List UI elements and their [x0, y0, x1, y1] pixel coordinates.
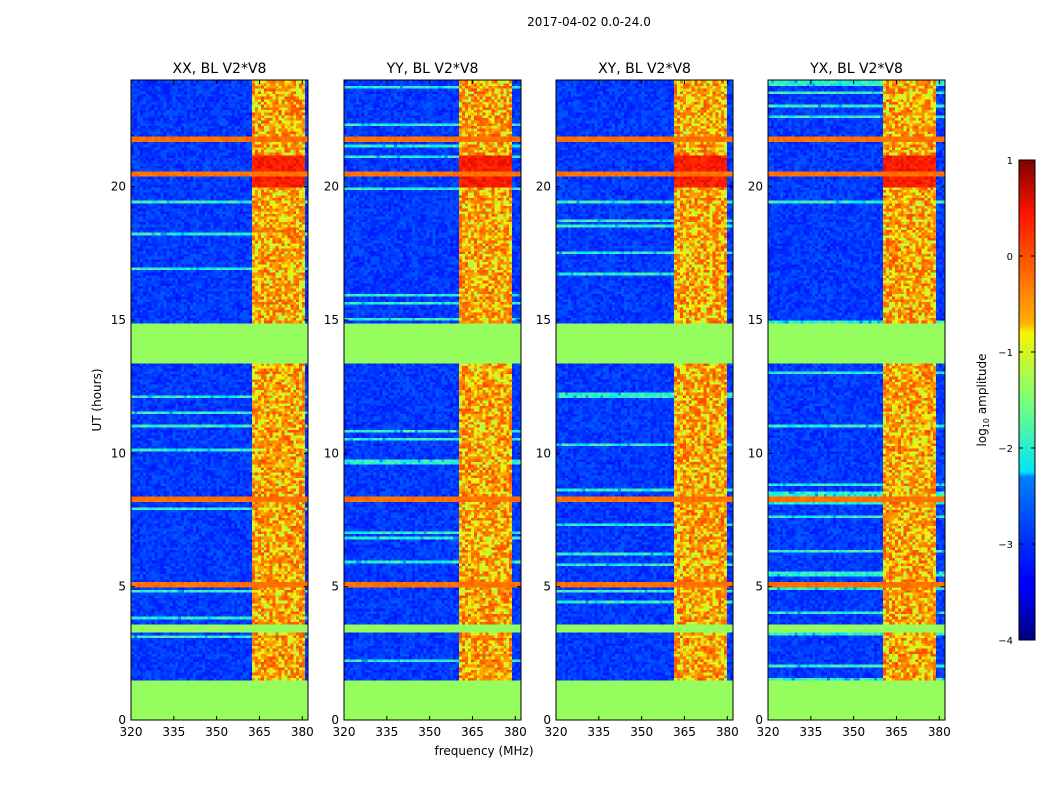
y-tick-label: 0 — [755, 713, 763, 727]
figure: 2017-04-02 0.0-24.0 XX, BL V2*V8 320 335 35… — [0, 0, 1050, 800]
colorbar-tick-label: −1 — [998, 348, 1013, 359]
panel-4: YX, BL V2*V8 320 335 350 365 380 0 5 10 15 20 — [748, 61, 951, 739]
colorbar-gradient — [1019, 160, 1035, 640]
x-tick-label: 335 — [587, 725, 610, 739]
colorbar-tick-label: 0 — [1007, 252, 1013, 263]
y-tick-label: 20 — [748, 180, 763, 194]
panel-2: YY, BL V2*V8 320 335 350 365 380 0 5 10 15 20 — [324, 61, 527, 739]
x-tick-label: 320 — [545, 725, 568, 739]
x-axis-label: frequency (MHz) — [434, 744, 533, 758]
colorbar-tick-label: −4 — [998, 636, 1013, 647]
x-tick-label: 335 — [375, 725, 398, 739]
y-tick-label: 20 — [111, 180, 126, 194]
y-axis-label: UT (hours) — [90, 368, 104, 431]
panel-3: XY, BL V2*V8 320 335 350 365 380 0 5 10 15 20 — [536, 61, 739, 739]
colorbar-tick-label: −3 — [998, 540, 1013, 551]
y-tick-label: 15 — [111, 313, 126, 327]
x-tick-label: 380 — [716, 725, 739, 739]
x-tick-label: 380 — [504, 725, 527, 739]
heatmap-cells — [131, 80, 309, 721]
y-tick-label: 10 — [536, 446, 551, 460]
colorbar-label-subscript: 10 — [982, 418, 991, 428]
x-tick-label: 320 — [757, 725, 780, 739]
y-tick-label: 0 — [543, 713, 551, 727]
y-tick-label: 5 — [118, 580, 126, 594]
x-tick-label: 380 — [928, 725, 951, 739]
colorbar-label-rest: amplitude — [975, 354, 989, 418]
y-tick-label: 10 — [748, 446, 763, 460]
x-tick-label: 365 — [461, 725, 484, 739]
y-tick-label: 10 — [324, 446, 339, 460]
y-tick-label: 0 — [118, 713, 126, 727]
x-tick-label: 350 — [630, 725, 653, 739]
x-tick-label: 365 — [673, 725, 696, 739]
x-tick-label: 335 — [799, 725, 822, 739]
x-tick-label: 320 — [120, 725, 143, 739]
y-tick-label: 15 — [324, 313, 339, 327]
y-tick-label: 20 — [536, 180, 551, 194]
y-tick-label: 15 — [536, 313, 551, 327]
colorbar: 10−1−2−3−4 log10 amplitude — [975, 156, 1035, 647]
y-tick-label: 0 — [331, 713, 339, 727]
colorbar-tick-label: −2 — [998, 444, 1013, 455]
y-tick-label: 5 — [755, 580, 763, 594]
y-tick-label: 10 — [111, 446, 126, 460]
x-tick-label: 350 — [205, 725, 228, 739]
x-tick-label: 350 — [418, 725, 441, 739]
y-tick-label: 5 — [331, 580, 339, 594]
heatmap-cells — [768, 80, 946, 721]
panel-1: XX, BL V2*V8 320 335 350 365 380 0 5 10 15 20 — [111, 61, 314, 739]
panel-title: XY, BL V2*V8 — [598, 61, 691, 77]
panel-title: XX, BL V2*V8 — [173, 61, 267, 77]
colorbar-label: log10 amplitude — [975, 354, 991, 447]
y-tick-label: 5 — [543, 580, 551, 594]
colorbar-label-main: log — [975, 428, 989, 446]
colorbar-tick-label: 1 — [1007, 156, 1013, 167]
x-tick-label: 380 — [291, 725, 314, 739]
panel-title: YY, BL V2*V8 — [386, 61, 479, 77]
x-tick-label: 365 — [885, 725, 908, 739]
heatmap-cells — [344, 80, 522, 721]
x-tick-label: 350 — [842, 725, 865, 739]
y-tick-label: 20 — [324, 180, 339, 194]
x-tick-label: 335 — [162, 725, 185, 739]
y-tick-label: 15 — [748, 313, 763, 327]
heatmap-cells — [556, 80, 734, 721]
figure-title: 2017-04-02 0.0-24.0 — [527, 15, 651, 29]
x-tick-label: 365 — [248, 725, 271, 739]
panel-title: YX, BL V2*V8 — [809, 61, 903, 77]
x-tick-label: 320 — [333, 725, 356, 739]
